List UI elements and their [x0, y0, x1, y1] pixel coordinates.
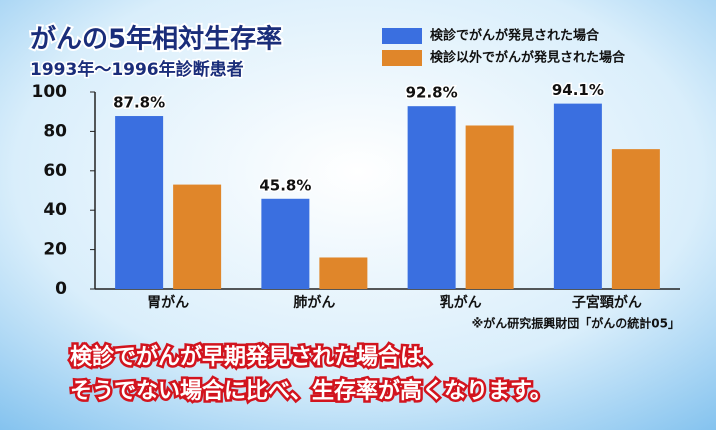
chart-subtitle: 1993年～1996年診断患者: [30, 59, 244, 80]
x-tick-label: 子宮頸がん: [572, 294, 642, 311]
x-tick-label: 乳がん: [440, 294, 482, 311]
x-tick-label: 胃がん: [147, 294, 189, 311]
source: ※がん研究振興財団「がんの統計05」: [472, 316, 680, 331]
y-tick-label: 80: [43, 121, 67, 141]
bar: [611, 149, 660, 289]
value-label: 92.8%: [406, 84, 458, 102]
caption: 検診でがんが早期発見された場合は、: [70, 344, 444, 370]
bar: [407, 106, 456, 290]
legend-swatch: [382, 50, 422, 66]
value-label: 87.8%: [113, 94, 165, 112]
legend-swatch: [382, 28, 422, 44]
value-label: 45.8%: [259, 176, 311, 194]
bar: [261, 198, 310, 289]
y-tick-label: 0: [55, 279, 67, 299]
y-tick-label: 20: [43, 240, 67, 260]
y-tick-label: 60: [43, 161, 67, 181]
bar: [465, 125, 514, 290]
bar: [115, 116, 164, 289]
y-tick-label: 40: [43, 200, 67, 220]
caption: そうでない場合に比べ、生存率が高くなります。: [70, 378, 552, 404]
y-tick-label: 100: [32, 82, 68, 102]
bar: [173, 184, 222, 289]
chart-title: がんの5年相対生存率: [30, 24, 282, 55]
legend-label: 検診でがんが発見された場合: [430, 28, 600, 44]
bar: [553, 103, 602, 289]
value-label: 94.1%: [552, 81, 604, 99]
bar: [319, 257, 368, 289]
legend-label: 検診以外でがんが発見された場合: [430, 50, 626, 66]
x-tick-label: 肺がん: [293, 294, 335, 311]
